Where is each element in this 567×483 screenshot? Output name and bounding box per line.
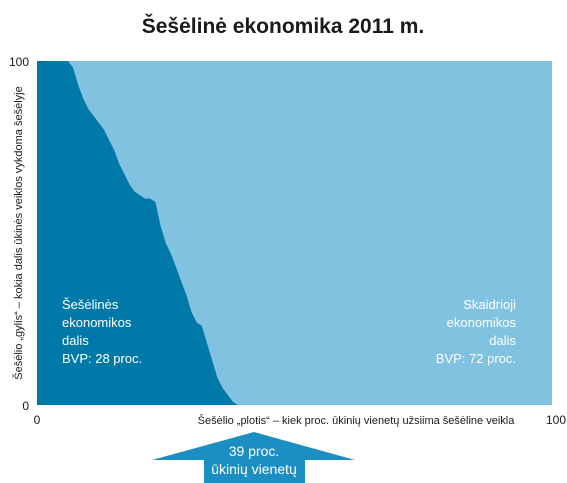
transparent-region-label: Skaidrioji ekonomikos dalis BVP: 72 proc… [436, 297, 517, 366]
x-tick-right: 100 [546, 413, 566, 427]
shadow-region-line-2: ekonomikos [62, 315, 132, 330]
chart-title: Šešėlinė ekonomika 2011 m. [142, 14, 425, 38]
arrow-label-line-1: 39 proc. [229, 443, 280, 459]
y-tick-bottom: 0 [22, 399, 29, 413]
transparent-region-line-4: BVP: 72 proc. [436, 351, 516, 366]
y-axis-label: Šešėlio „gylis“ – kokia dalis ūkinės vei… [12, 86, 25, 379]
shadow-region-line-4: BVP: 28 proc. [62, 351, 142, 366]
shadow-economy-area [37, 61, 238, 405]
x-axis-label: Šešėlio „plotis“ – kiek proc. ūkinių vie… [198, 414, 516, 427]
transparent-region-line-1: Skaidrioji [463, 297, 516, 312]
x-tick-left: 0 [34, 413, 41, 427]
transparent-region-line-2: ekonomikos [447, 315, 517, 330]
shadow-region-line-3: dalis [62, 333, 89, 348]
shadow-region-label: Šešėlinės ekonomikos dalis BVP: 28 proc. [62, 297, 142, 366]
y-tick-top: 100 [9, 55, 29, 69]
transparent-region-line-3: dalis [489, 333, 516, 348]
up-arrow-icon [152, 432, 355, 483]
arrow-label-line-2: ūkinių vienetų [211, 461, 297, 477]
shadow-region-line-1: Šešėlinės [62, 297, 119, 312]
